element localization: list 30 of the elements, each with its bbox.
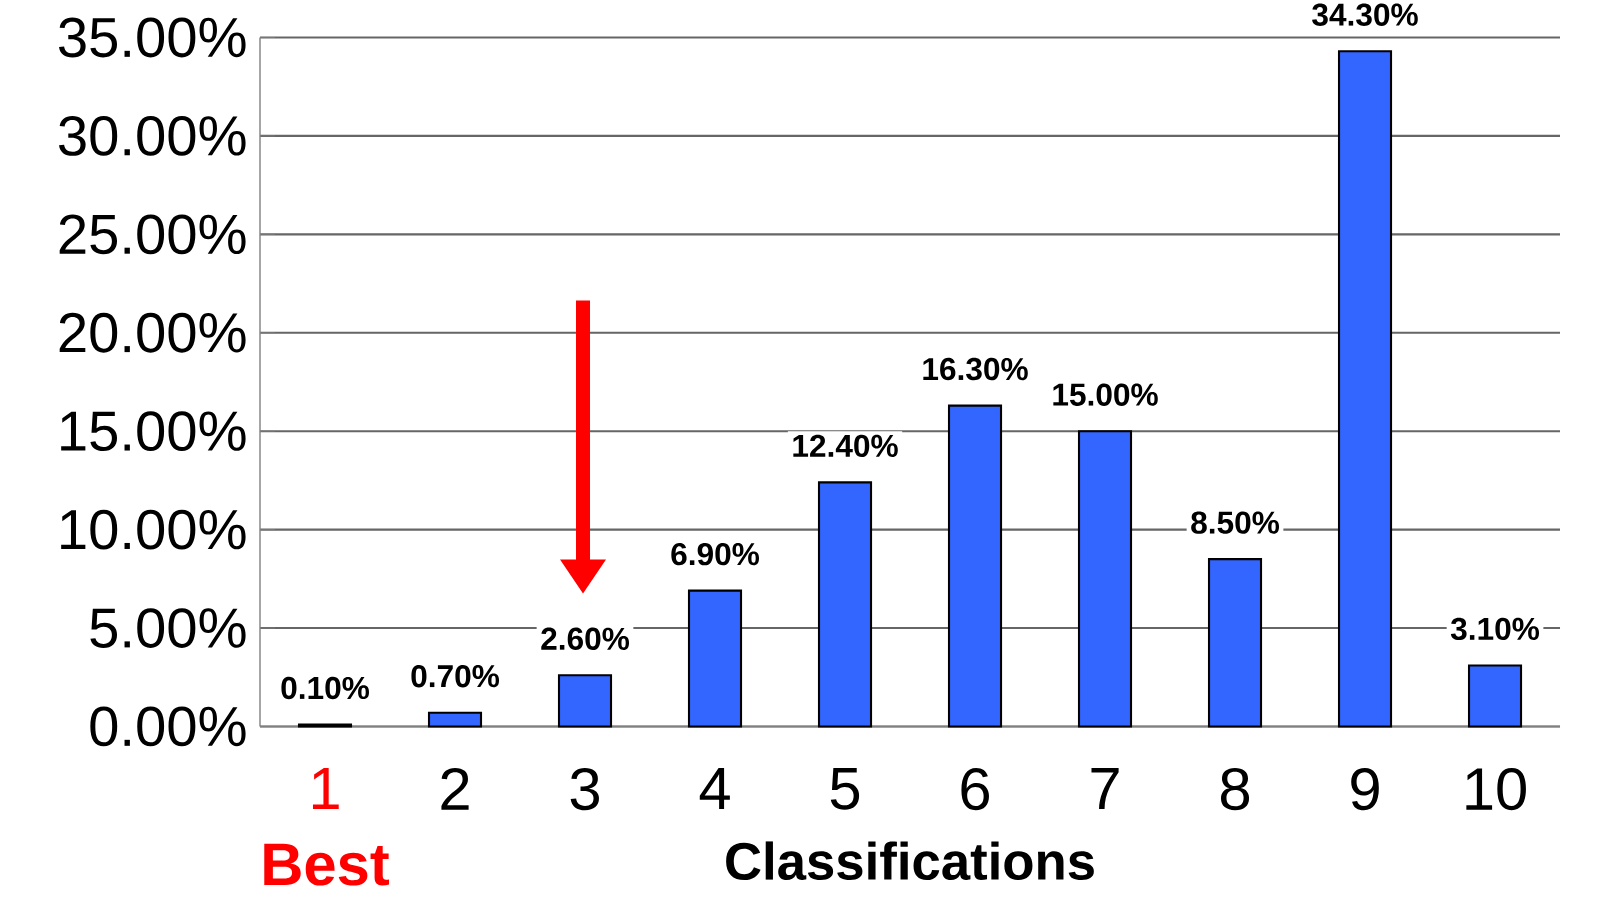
data-label: 6.90% [671,542,760,566]
data-label: 34.30% [1312,3,1418,26]
y-tick-label: 5.00% [90,608,246,648]
data-label: 12.40% [793,434,898,457]
x-tick-label: 10 [1466,767,1526,811]
data-label: 2.60% [541,627,629,650]
data-label: 15.00% [1053,383,1158,406]
data-label: 0.10% [281,676,369,700]
x-tick-label: 6 [961,767,989,811]
y-tick-label: 35.00% [59,17,246,58]
data-label: 3.10% [1450,617,1540,640]
x-tick-label: 4 [699,767,730,809]
x-tick-label: 9 [1351,767,1379,811]
x-tick-label: 8 [1220,767,1250,811]
y-tick-label: 20.00% [59,312,246,353]
x-tick-label: 3 [570,767,599,811]
x-tick-label: 2 [441,767,469,810]
y-tick-label: 15.00% [61,411,246,451]
data-label: 0.70% [411,664,499,688]
y-tick-label: 0.00% [90,706,246,747]
x-tick-label: 5 [830,767,860,810]
text: Best [264,843,390,886]
x-tick-label: 7 [1091,767,1119,809]
y-tick-label: 10.00% [61,509,246,550]
y-tick-label: 30.00% [59,115,246,156]
data-label: 8.50% [1191,511,1280,534]
x-tick-label: 1 [312,767,339,809]
y-tick-label: 25.00% [59,214,246,255]
x-axis-title: Classifications [726,841,1094,880]
data-label: 16.30% [923,357,1028,381]
